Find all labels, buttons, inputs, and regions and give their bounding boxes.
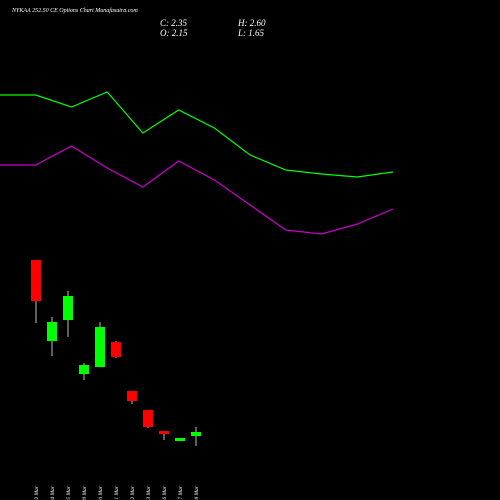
candle-body — [111, 342, 121, 357]
x-tick-label: 11 Mar — [114, 485, 120, 500]
x-tick-label: 10 Mar — [98, 485, 104, 500]
candle-body — [159, 431, 169, 434]
info-low: L: 1.65 — [237, 28, 265, 38]
candle-body — [143, 410, 153, 427]
info-high: H: 2.60 — [237, 18, 266, 28]
x-tick-label: 13 Mar — [146, 485, 152, 500]
indicator-line — [0, 91, 394, 178]
x-tick-label: 18 Mar — [194, 485, 200, 500]
candle-body — [31, 260, 41, 301]
candle-body — [79, 365, 89, 374]
candle-body — [63, 296, 73, 320]
indicator-line — [0, 145, 394, 235]
x-tick-label: 12 Mar — [130, 485, 136, 500]
chart-title: NYKAA 252.50 CE Options Chart Munafasutr… — [11, 7, 138, 14]
candle-body — [47, 322, 57, 341]
x-tick-label: 09 Mar — [82, 485, 88, 500]
x-tick-label: 04 Mar — [49, 485, 56, 500]
info-close: C: 2.35 — [160, 18, 188, 28]
x-tick-label: 02 Mar — [34, 485, 40, 500]
candle-body — [191, 432, 201, 436]
info-open: O: 2.15 — [160, 28, 188, 38]
candle-body — [175, 438, 185, 441]
x-tick-label: 17 Mar — [178, 485, 184, 500]
candle-body — [127, 391, 137, 401]
candle-body — [95, 327, 105, 367]
x-tick-label: 05 Mar — [66, 485, 72, 500]
x-tick-label: 16 Mar — [162, 485, 168, 500]
